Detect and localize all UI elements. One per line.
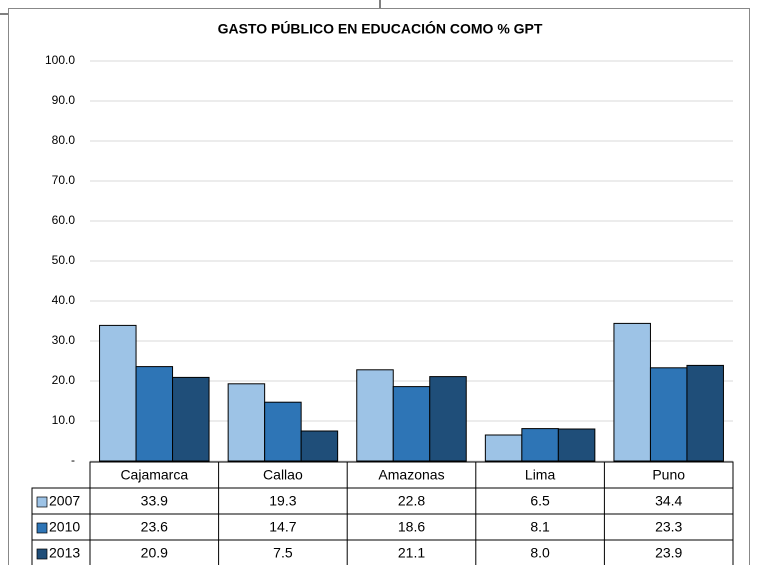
x-tick-label: Lima xyxy=(525,467,556,483)
bar xyxy=(356,369,394,462)
y-tick-label: 20.0 xyxy=(52,373,76,387)
bar xyxy=(172,376,210,462)
y-tick-label: - xyxy=(71,453,75,467)
y-tick-label: 40.0 xyxy=(52,293,76,307)
table-value: 34.4 xyxy=(655,493,682,509)
table-value: 21.1 xyxy=(398,545,425,561)
legend-swatch xyxy=(36,548,48,560)
table-value: 19.3 xyxy=(269,493,296,509)
chart-title: GASTO PÚBLICO EN EDUCACIÓN COMO % GPT xyxy=(218,20,543,37)
legend-label: 2007 xyxy=(49,493,80,509)
table-value: 18.6 xyxy=(398,519,425,535)
table-value: 23.3 xyxy=(655,519,682,535)
bar xyxy=(686,364,724,462)
bar xyxy=(264,401,302,462)
table-value: 20.9 xyxy=(141,545,168,561)
bar xyxy=(484,434,523,462)
bar xyxy=(392,386,431,462)
y-tick-label: 90.0 xyxy=(52,93,76,107)
table-value: 7.5 xyxy=(273,545,293,561)
bar xyxy=(99,324,137,462)
legend-swatch xyxy=(36,496,48,508)
bar xyxy=(429,376,467,462)
bar xyxy=(521,428,559,462)
y-tick-label: 30.0 xyxy=(52,333,76,347)
legend-label: 2013 xyxy=(49,545,80,561)
x-tick-label: Puno xyxy=(652,467,685,483)
x-tick-label: Cajamarca xyxy=(120,467,188,483)
table-value: 33.9 xyxy=(141,493,168,509)
y-tick-label: 80.0 xyxy=(52,133,76,147)
y-tick-label: 70.0 xyxy=(52,173,76,187)
legend-swatch xyxy=(36,522,48,534)
table-value: 8.0 xyxy=(530,545,550,561)
x-tick-label: Callao xyxy=(263,467,303,483)
x-tick-label: Amazonas xyxy=(378,467,444,483)
bar xyxy=(649,367,688,462)
bar xyxy=(135,366,174,462)
bar xyxy=(613,322,651,462)
table-value: 8.1 xyxy=(530,519,550,535)
bar xyxy=(557,428,596,462)
table-value: 22.8 xyxy=(398,493,425,509)
y-tick-label: 50.0 xyxy=(52,253,76,267)
legend-label: 2010 xyxy=(49,519,80,535)
y-tick-label: 60.0 xyxy=(52,213,76,227)
table-value: 6.5 xyxy=(530,493,550,509)
y-tick-label: 100.0 xyxy=(45,53,75,67)
bar xyxy=(300,430,339,462)
table-value: 23.9 xyxy=(655,545,682,561)
bar xyxy=(227,383,266,462)
table-value: 14.7 xyxy=(269,519,296,535)
y-tick-label: 10.0 xyxy=(52,413,76,427)
table-value: 23.6 xyxy=(141,519,168,535)
